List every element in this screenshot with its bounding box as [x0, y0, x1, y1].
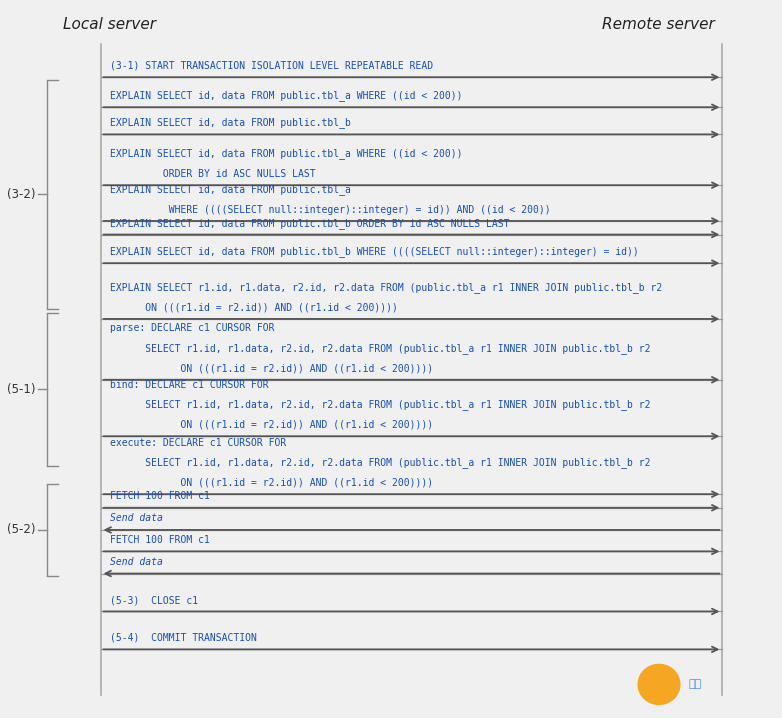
Text: EXPLAIN SELECT id, data FROM public.tbl_a WHERE ((id < 200)): EXPLAIN SELECT id, data FROM public.tbl_… — [109, 149, 462, 159]
Text: ON (((r1.id = r2.id)) AND ((r1.id < 200)))): ON (((r1.id = r2.id)) AND ((r1.id < 200)… — [109, 477, 432, 488]
Text: SELECT r1.id, r1.data, r2.id, r2.data FROM (public.tbl_a r1 INNER JOIN public.tb: SELECT r1.id, r1.data, r2.id, r2.data FR… — [109, 457, 650, 468]
Text: Send data: Send data — [109, 513, 163, 523]
Text: EXPLAIN SELECT id, data FROM public.tbl_a: EXPLAIN SELECT id, data FROM public.tbl_… — [109, 184, 350, 195]
Text: ORDER BY id ASC NULLS LAST: ORDER BY id ASC NULLS LAST — [109, 169, 315, 179]
Text: SELECT r1.id, r1.data, r2.id, r2.data FROM (public.tbl_a r1 INNER JOIN public.tb: SELECT r1.id, r1.data, r2.id, r2.data FR… — [109, 342, 650, 354]
Text: (5-3)  CLOSE c1: (5-3) CLOSE c1 — [109, 595, 198, 605]
Text: (5-1): (5-1) — [7, 383, 36, 396]
Text: EXPLAIN SELECT r1.id, r1.data, r2.id, r2.data FROM (public.tbl_a r1 INNER JOIN p: EXPLAIN SELECT r1.id, r1.data, r2.id, r2… — [109, 282, 662, 293]
Text: EXPLAIN SELECT id, data FROM public.tbl_b WHERE ((((SELECT null::integer)::integ: EXPLAIN SELECT id, data FROM public.tbl_… — [109, 246, 638, 257]
Text: WHERE ((((SELECT null::integer)::integer) = id)) AND ((id < 200)): WHERE ((((SELECT null::integer)::integer… — [109, 205, 551, 215]
Text: Local server: Local server — [63, 17, 156, 32]
Text: 西果: 西果 — [689, 679, 702, 689]
Text: ON (((r1.id = r2.id)) AND ((r1.id < 200)))): ON (((r1.id = r2.id)) AND ((r1.id < 200)… — [109, 363, 432, 373]
Text: execute: DECLARE c1 CURSOR FOR: execute: DECLARE c1 CURSOR FOR — [109, 438, 285, 448]
Text: (3-2): (3-2) — [7, 188, 36, 201]
Text: parse: DECLARE c1 CURSOR FOR: parse: DECLARE c1 CURSOR FOR — [109, 323, 274, 333]
Text: ON (((r1.id = r2.id)) AND ((r1.id < 200)))): ON (((r1.id = r2.id)) AND ((r1.id < 200)… — [109, 420, 432, 430]
Text: EXPLAIN SELECT id, data FROM public.tbl_b ORDER BY id ASC NULLS LAST: EXPLAIN SELECT id, data FROM public.tbl_… — [109, 218, 509, 228]
Text: (5-4)  COMMIT TRANSACTION: (5-4) COMMIT TRANSACTION — [109, 633, 256, 643]
Text: (5-2): (5-2) — [7, 523, 36, 536]
Text: Send data: Send data — [109, 557, 163, 567]
Circle shape — [638, 664, 680, 704]
Text: FETCH 100 FROM c1: FETCH 100 FROM c1 — [109, 535, 210, 545]
Text: ON (((r1.id = r2.id)) AND ((r1.id < 200)))): ON (((r1.id = r2.id)) AND ((r1.id < 200)… — [109, 302, 397, 312]
Text: FETCH 100 FROM c1: FETCH 100 FROM c1 — [109, 491, 210, 501]
Text: EXPLAIN SELECT id, data FROM public.tbl_a WHERE ((id < 200)): EXPLAIN SELECT id, data FROM public.tbl_… — [109, 90, 462, 101]
Text: (3-1) START TRANSACTION ISOLATION LEVEL REPEATABLE READ: (3-1) START TRANSACTION ISOLATION LEVEL … — [109, 61, 432, 71]
Text: SELECT r1.id, r1.data, r2.id, r2.data FROM (public.tbl_a r1 INNER JOIN public.tb: SELECT r1.id, r1.data, r2.id, r2.data FR… — [109, 399, 650, 410]
Text: bind: DECLARE c1 CURSOR FOR: bind: DECLARE c1 CURSOR FOR — [109, 380, 268, 390]
Text: EXPLAIN SELECT id, data FROM public.tbl_b: EXPLAIN SELECT id, data FROM public.tbl_… — [109, 118, 350, 129]
Text: Remote server: Remote server — [602, 17, 715, 32]
